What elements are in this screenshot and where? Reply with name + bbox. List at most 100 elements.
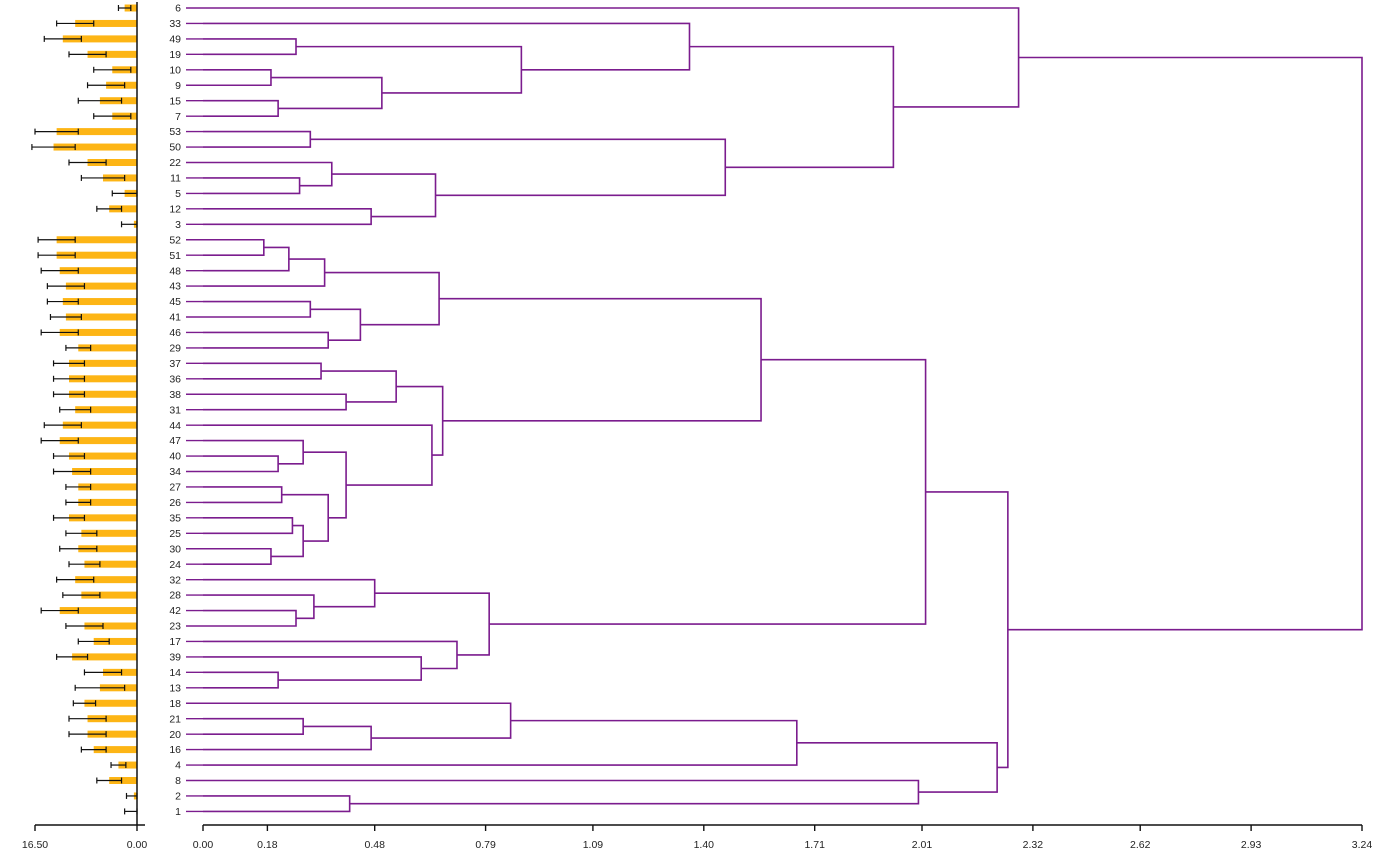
error-bar-22 — [68, 159, 107, 166]
leaf-label-23: 23 — [169, 621, 181, 633]
error-bar-29 — [65, 344, 92, 351]
leaf-label-45: 45 — [169, 296, 181, 308]
merge-D7 — [324, 271, 440, 326]
leaf-label-13: 13 — [169, 682, 181, 694]
error-bar-18 — [72, 700, 97, 707]
bar-8 — [109, 777, 137, 784]
leaf-label-27: 27 — [169, 482, 181, 494]
leaf-label-51: 51 — [169, 250, 181, 262]
bar-52 — [56, 236, 137, 244]
dendrogram-x-tick-label: 3.24 — [1352, 839, 1373, 851]
merge-E1 — [203, 362, 322, 380]
leaf-label-19: 19 — [169, 49, 181, 61]
error-bar-1 — [124, 808, 138, 815]
error-bar-9 — [86, 82, 126, 89]
bar-18 — [84, 699, 137, 707]
merge-E2 — [203, 393, 347, 411]
leaf-label-43: 43 — [169, 281, 181, 293]
merge-A3 — [203, 99, 279, 117]
leaf-label-6: 6 — [175, 3, 181, 15]
error-bar-32 — [56, 576, 95, 583]
leaf-label-16: 16 — [169, 744, 181, 756]
error-bar-48 — [40, 267, 79, 274]
bar-51 — [56, 251, 137, 259]
error-bar-24 — [68, 561, 101, 568]
merge-I3 — [203, 702, 512, 739]
error-bar-53 — [34, 128, 79, 135]
error-bar-20 — [68, 731, 107, 738]
error-bar-42 — [40, 607, 79, 614]
leaf-label-26: 26 — [169, 497, 181, 509]
merge-B3 — [203, 161, 333, 187]
bar-46 — [59, 328, 137, 336]
merge-A4 — [270, 76, 383, 110]
error-bar-41 — [49, 314, 82, 320]
error-bar-10 — [93, 66, 132, 73]
merge-E11 — [303, 451, 347, 519]
error-bar-19 — [68, 51, 107, 58]
error-bar-46 — [40, 329, 79, 336]
error-bar-28 — [62, 592, 101, 599]
error-bar-44 — [43, 422, 82, 429]
merge-G6 — [203, 640, 458, 670]
bar-chart — [31, 2, 138, 825]
merge-G3 — [203, 578, 376, 608]
leaf-label-37: 37 — [169, 358, 181, 370]
dendrogram-x-tick-label: 2.62 — [1130, 839, 1151, 851]
error-bar-17 — [77, 638, 110, 645]
leaf-label-49: 49 — [169, 34, 181, 46]
bar-45 — [62, 298, 138, 306]
merge-D5 — [203, 331, 330, 349]
leaf-label-22: 22 — [169, 157, 181, 169]
merge-D3 — [203, 258, 326, 287]
error-bar-27 — [65, 483, 92, 490]
bar-41 — [65, 313, 137, 321]
merge-E5 — [203, 439, 304, 465]
merge-D6 — [310, 308, 362, 341]
leaf-label-32: 32 — [169, 574, 181, 586]
merge-J1 — [203, 795, 351, 813]
error-bar-50 — [31, 144, 76, 151]
dendrogram-x-tick-label: 0.48 — [364, 839, 385, 851]
merge-B4 — [203, 208, 372, 226]
leaf-labels: 6334919109157535022115123525148434541462… — [169, 3, 181, 818]
leaf-label-52: 52 — [169, 234, 181, 246]
error-bar-7 — [93, 113, 132, 120]
bar-44 — [62, 421, 138, 429]
leaf-label-12: 12 — [169, 203, 181, 215]
leaf-label-10: 10 — [169, 64, 181, 76]
leaf-label-33: 33 — [169, 18, 181, 30]
dendrogram-x-tick-label: 2.93 — [1241, 839, 1262, 851]
merge-G4 — [203, 671, 279, 689]
dendrogram-x-tick-label: 0.18 — [257, 839, 278, 851]
leaf-label-50: 50 — [169, 142, 181, 154]
bar-27 — [78, 483, 137, 491]
bar-33 — [75, 19, 137, 27]
error-bar-12 — [96, 205, 123, 212]
leaf-label-28: 28 — [169, 590, 181, 602]
merge-I2 — [203, 725, 372, 751]
bar-28 — [81, 591, 137, 599]
error-bar-34 — [52, 468, 92, 475]
leaf-label-53: 53 — [169, 126, 181, 138]
dendrogram-x-tick-label: 2.32 — [1023, 839, 1044, 851]
axes: 16.50 0.00 0.00 0.18 0.48 0.79 1.09 1.40 1.71 2.0… — [22, 824, 1373, 851]
bar-32 — [75, 576, 137, 584]
leaf-label-41: 41 — [169, 312, 181, 324]
bar-x-tick-label: 16.50 — [22, 839, 48, 851]
error-bar-40 — [52, 453, 86, 460]
bar-x-tick-label: 0.00 — [127, 839, 148, 851]
merge-E8 — [203, 547, 272, 565]
merge-K1 — [796, 742, 998, 793]
error-bar-39 — [56, 653, 89, 660]
bar-19 — [87, 50, 137, 58]
leaf-label-40: 40 — [169, 451, 181, 463]
merge-G7 — [374, 592, 490, 656]
error-bar-51 — [37, 252, 76, 259]
merge-E7 — [203, 517, 294, 535]
bar-26 — [78, 498, 137, 506]
merge-A2 — [203, 69, 272, 87]
bar-23 — [84, 622, 137, 630]
leaf-label-11: 11 — [170, 173, 181, 185]
merge-E6 — [203, 486, 283, 504]
